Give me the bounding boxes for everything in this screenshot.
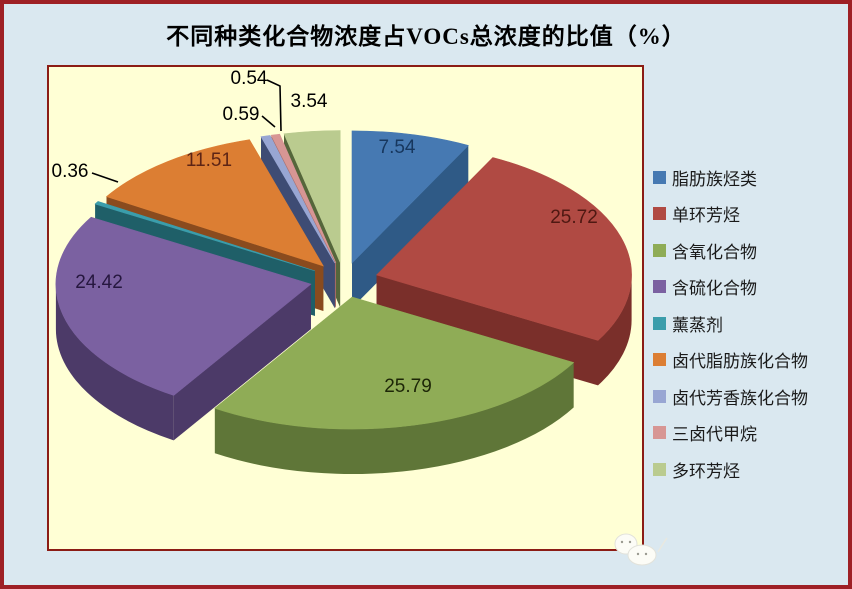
legend-label: 卤代芳香族化合物 [672, 388, 808, 408]
watermark-eye [620, 540, 624, 544]
chart-title: 不同种类化合物浓度占VOCs总浓度的比值（%） [166, 24, 686, 49]
legend-label: 含硫化合物 [672, 279, 757, 299]
legend-item-3: 含硫化合物 [653, 269, 848, 306]
pie-slice-8 [283, 130, 341, 263]
legend-item-1: 单环芳烃 [653, 196, 848, 233]
pie-slice-rim-3 [55, 284, 174, 441]
watermark-line [657, 537, 668, 553]
slice-value-label-5: 11.51 [186, 150, 232, 171]
watermark-eye [644, 552, 648, 556]
legend-swatch [653, 170, 666, 184]
legend-item-7: 三卤代甲烷 [653, 415, 848, 452]
slice-value-label-2: 25.79 [384, 376, 432, 397]
legend-label: 含氧化合物 [672, 242, 757, 262]
legend-label: 三卤代甲烷 [672, 425, 757, 445]
watermark-mascot [614, 533, 668, 566]
slice-value-label-4: 0.36 [52, 161, 89, 182]
pie-slice-6 [260, 135, 336, 264]
pie-slice-rim-1 [598, 275, 632, 386]
pie-slice-rim-2 [214, 362, 574, 475]
legend-swatch [653, 316, 666, 330]
legend-label: 薰蒸剂 [672, 315, 723, 335]
pie-slice-5 [105, 139, 324, 267]
pie-slice-2 [214, 296, 575, 430]
legend-item-4: 薰蒸剂 [653, 305, 848, 342]
leader-line-6 [261, 115, 276, 128]
pie-slice-1 [376, 157, 632, 341]
watermark-eye [636, 552, 640, 556]
legend-swatch [653, 462, 666, 476]
legend-item-6: 卤代芳香族化合物 [653, 378, 848, 415]
legend-swatch [653, 353, 666, 367]
legend: 脂肪族烃类单环芳烃含氧化合物含硫化合物薰蒸剂卤代脂肪族化合物 卤代芳香族化合物 三卤… [653, 159, 848, 488]
legend-swatch [653, 280, 666, 294]
pie-slice-7 [270, 133, 337, 264]
slice-value-label-0: 7.54 [379, 137, 416, 158]
legend-label: 脂肪族烃类 [672, 169, 757, 189]
legend-label: 单环芳烃 [672, 206, 740, 226]
legend-swatch [653, 243, 666, 257]
legend-swatch [653, 426, 666, 440]
slice-value-label-7: 0.54 [231, 68, 268, 89]
pie-slice-3 [55, 216, 312, 396]
slice-value-label-3: 24.42 [75, 272, 123, 293]
pie-slice-side-3 [173, 284, 311, 441]
leader-line-7 [266, 79, 282, 132]
legend-swatch [653, 207, 666, 221]
legend-item-5: 卤代脂肪族化合物 [653, 342, 848, 379]
legend-item-8: 多环芳烃 [653, 451, 848, 488]
slice-value-label-6: 0.59 [223, 104, 260, 125]
slice-value-label-1: 25.72 [550, 207, 598, 228]
leader-line-4 [91, 172, 119, 183]
watermark-blob [627, 544, 657, 566]
pie-slice-0 [351, 130, 469, 264]
pie-slice-side-0 [352, 145, 469, 308]
pie-slice-4 [94, 201, 315, 272]
legend-label: 卤代脂肪族化合物 [672, 352, 808, 372]
legend-swatch [653, 389, 666, 403]
pie-chart: 7.54 25.72 25.79 24.42 0.36 11.51 0.59 0.54 3.54 [52, 68, 632, 475]
legend-item-0: 脂肪族烃类 [653, 159, 848, 196]
slice-value-label-8: 3.54 [291, 91, 328, 112]
watermark-eye [628, 540, 632, 544]
legend-label: 多环芳烃 [672, 461, 740, 481]
legend-item-2: 含氧化合物 [653, 232, 848, 269]
